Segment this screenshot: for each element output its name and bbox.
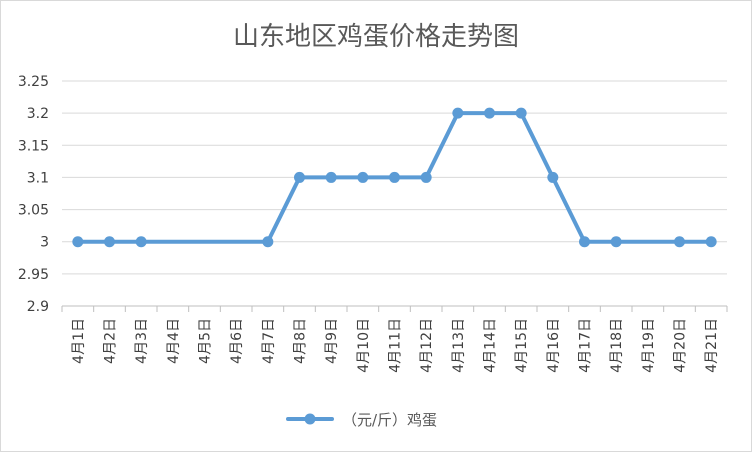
chart-title: 山东地区鸡蛋价格走势图 [233, 22, 519, 52]
x-tick-label: 4月6日 [229, 318, 245, 364]
x-tick-label: 4月12日 [419, 318, 435, 373]
x-tick-label: 4月1日 [71, 318, 87, 364]
data-point [452, 107, 464, 119]
data-point [72, 236, 84, 248]
x-tick-label: 4月2日 [103, 318, 119, 364]
y-tick-label: 3.2 [27, 106, 49, 122]
y-tick-label: 3.15 [18, 138, 49, 154]
data-point [294, 171, 305, 183]
x-tick-label: 4月7日 [261, 318, 277, 364]
x-axis: 4月1日 4月2日 4月3日 4月4日 4月5日 4月6日 4月7日 4月8日 4月9日 4月10… [61, 306, 728, 373]
x-tick-label: 4月11日 [388, 318, 404, 373]
x-tick-label: 4月21日 [704, 318, 720, 373]
x-tick-label: 4月10日 [356, 318, 372, 373]
x-tick-label: 4月17日 [578, 318, 594, 373]
data-point [262, 236, 274, 248]
x-tick-label: 4月15日 [514, 318, 530, 373]
x-tick-label: 4月14日 [483, 318, 499, 373]
series-layer [72, 107, 717, 248]
legend-label: （元/斤）鸡蛋 [342, 411, 437, 429]
y-tick-label: 3.25 [18, 74, 49, 90]
y-axis-labels: 2.9 2.95 3 3.05 3.1 3.15 3.2 3.25 [18, 74, 49, 315]
data-point [135, 236, 147, 248]
data-point [104, 236, 115, 248]
legend-marker [304, 413, 316, 425]
y-tick-label: 2.9 [27, 299, 49, 315]
x-tick-label: 4月8日 [293, 318, 309, 364]
data-point [420, 171, 432, 183]
legend: （元/斤）鸡蛋 [286, 411, 437, 429]
data-point [389, 171, 400, 183]
y-tick-label: 3.05 [18, 203, 49, 219]
data-point [484, 107, 495, 119]
data-point [357, 171, 369, 183]
x-tick-label: 4月5日 [198, 318, 214, 364]
x-tick-label: 4月19日 [641, 318, 657, 373]
y-tick-label: 2.95 [18, 267, 49, 283]
y-tick-label: 3.1 [27, 170, 49, 186]
data-point [705, 236, 717, 248]
x-tick-label: 4月3日 [134, 318, 150, 364]
x-tick-label: 4月18日 [609, 318, 625, 373]
y-tick-label: 3 [40, 235, 49, 251]
gridlines [62, 80, 727, 307]
data-point [579, 236, 590, 248]
x-tick-label: 4月16日 [546, 318, 562, 373]
x-tick-label: 4月4日 [166, 318, 182, 364]
data-point [674, 236, 685, 248]
data-point [610, 236, 622, 248]
x-tick-label: 4月9日 [324, 318, 340, 364]
x-tick-label: 4月20日 [673, 318, 689, 373]
x-tick-label: 4月13日 [451, 318, 467, 373]
data-point [325, 171, 337, 183]
data-point [515, 107, 527, 119]
data-point [547, 171, 559, 183]
